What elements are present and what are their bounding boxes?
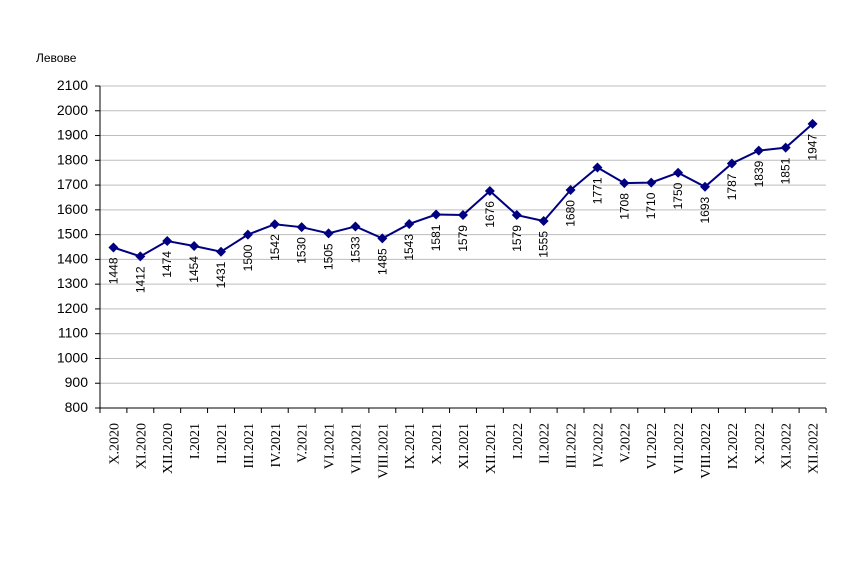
marker [431, 209, 442, 220]
y-tick-label: 1100 [58, 325, 88, 341]
data-label: 1839 [752, 160, 766, 187]
data-label: 1530 [295, 237, 309, 264]
marker [296, 222, 307, 233]
marker [216, 246, 226, 257]
x-tick-label: V.2022 [618, 423, 633, 463]
data-label: 1543 [402, 234, 416, 261]
x-tick-label: VIII.2022 [699, 423, 714, 479]
data-label: 1708 [617, 193, 631, 220]
data-label: 1505 [322, 243, 336, 270]
data-label: 1771 [590, 177, 604, 204]
y-tick-label: 2100 [57, 77, 88, 93]
data-label: 1431 [214, 261, 228, 288]
marker [538, 215, 549, 226]
x-tick-label: III.2021 [242, 423, 257, 469]
x-tick-label: XII.2020 [161, 423, 176, 474]
y-tick-label: 1500 [57, 226, 88, 242]
data-label: 1542 [268, 234, 282, 261]
marker [242, 229, 253, 240]
x-tick-label: XI.2020 [134, 423, 149, 469]
y-tick-label: 1400 [57, 250, 88, 266]
x-tick-label: V.2021 [296, 423, 311, 463]
x-tick-label: X.2022 [753, 423, 768, 465]
marker [726, 158, 737, 169]
y-tick-label: 1700 [57, 176, 88, 192]
x-tick-label: XI.2021 [457, 423, 472, 469]
marker [135, 251, 146, 262]
marker [323, 228, 334, 239]
x-tick-label: I.2021 [188, 423, 203, 459]
data-label: 1579 [456, 225, 470, 252]
data-label: 1448 [106, 257, 120, 284]
data-label: 1750 [671, 182, 685, 209]
marker [565, 185, 576, 196]
x-tick-label: X.2020 [107, 423, 122, 465]
x-tick-label: XI.2022 [780, 423, 795, 469]
y-tick-label: 900 [65, 374, 89, 390]
marker [646, 177, 657, 188]
data-label: 1693 [698, 196, 712, 223]
marker [404, 218, 415, 229]
x-tick-label: VI.2022 [645, 423, 660, 469]
data-label: 1787 [725, 173, 739, 200]
y-tick-label: 800 [65, 399, 89, 415]
data-label: 1533 [348, 236, 362, 263]
y-tick-label: 1800 [57, 151, 88, 167]
marker [780, 142, 791, 153]
x-tick-label: I.2022 [511, 423, 526, 459]
x-tick-label: X.2021 [430, 423, 445, 465]
data-label: 1412 [133, 266, 147, 293]
data-label: 1474 [160, 251, 174, 278]
x-tick-label: IX.2021 [403, 423, 418, 469]
data-label: 1947 [806, 134, 820, 161]
data-label: 1710 [644, 192, 658, 219]
x-tick-label: XII.2021 [484, 423, 499, 474]
x-tick-label: IX.2022 [726, 423, 741, 469]
y-tick-label: 2000 [57, 102, 88, 118]
marker [350, 221, 361, 232]
marker [700, 181, 710, 192]
x-tick-label: VIII.2021 [376, 423, 391, 479]
x-tick-label: VII.2021 [349, 423, 364, 474]
marker [377, 233, 388, 244]
x-tick-label: II.2022 [538, 423, 553, 464]
marker [189, 241, 200, 252]
data-label: 1851 [779, 157, 793, 184]
data-label: 1555 [537, 231, 551, 258]
marker [484, 186, 495, 197]
marker [458, 210, 468, 221]
marker [753, 145, 764, 156]
x-tick-label: VI.2021 [323, 423, 338, 469]
data-label: 1500 [241, 244, 255, 271]
x-tick-label: IV.2022 [591, 423, 606, 467]
marker [592, 162, 603, 173]
marker [807, 118, 818, 129]
marker [162, 236, 173, 247]
x-tick-label: IV.2021 [269, 423, 284, 467]
x-tick-label: II.2021 [215, 423, 230, 464]
x-tick-label: XII.2022 [807, 423, 822, 474]
x-tick-label: VII.2022 [672, 423, 687, 474]
y-tick-label: 1200 [57, 300, 88, 316]
marker [673, 167, 684, 178]
marker [511, 210, 522, 221]
data-label: 1454 [187, 256, 201, 283]
y-tick-label: 1900 [57, 127, 88, 143]
y-tick-label: 1000 [57, 349, 88, 365]
marker [619, 178, 630, 189]
y-axis-label: Левове [36, 51, 77, 65]
x-tick-label: III.2022 [565, 423, 580, 469]
data-label: 1485 [375, 248, 389, 275]
data-label: 1579 [510, 225, 524, 252]
data-label: 1680 [564, 200, 578, 227]
y-tick-label: 1300 [57, 275, 88, 291]
marker [108, 242, 119, 253]
data-label: 1676 [483, 201, 497, 228]
y-tick-label: 1600 [57, 201, 88, 217]
data-label: 1581 [429, 224, 443, 251]
marker [269, 219, 280, 230]
